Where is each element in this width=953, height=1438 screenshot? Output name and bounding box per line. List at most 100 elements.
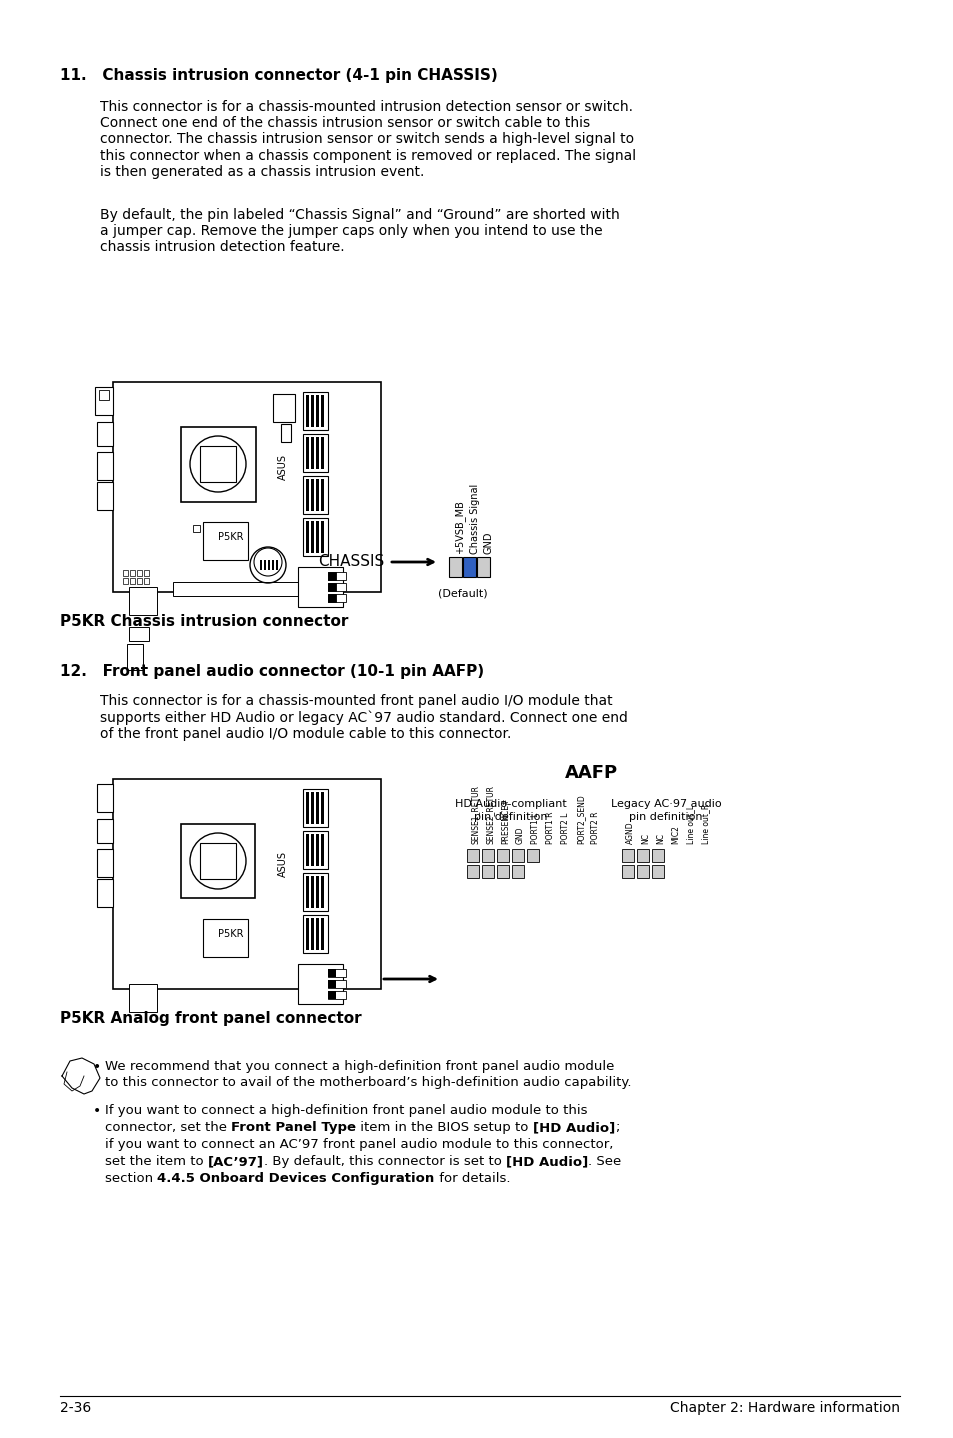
Bar: [621, 848, 634, 861]
Text: Front Panel Type: Front Panel Type: [231, 1122, 355, 1135]
Text: P5KR Analog front panel connector: P5KR Analog front panel connector: [60, 1011, 361, 1025]
Bar: [97, 421, 112, 446]
Text: set the item to: set the item to: [105, 1155, 208, 1168]
Bar: [306, 479, 309, 510]
Text: [HD Audio]: [HD Audio]: [505, 1155, 588, 1168]
Bar: [97, 848, 112, 877]
Text: PORT2_SEND: PORT2_SEND: [576, 794, 584, 844]
Bar: [315, 479, 318, 510]
Bar: [311, 876, 314, 907]
Bar: [311, 834, 314, 866]
Text: Legacy AC·97 audio
pin definition: Legacy AC·97 audio pin definition: [610, 800, 720, 823]
Bar: [303, 831, 328, 869]
Text: This connector is for a chassis-mounted intrusion detection sensor or switch.
Co: This connector is for a chassis-mounted …: [100, 101, 636, 178]
Bar: [320, 479, 324, 510]
Text: P5KR: P5KR: [218, 532, 244, 542]
Text: PORT1 R: PORT1 R: [545, 811, 555, 844]
Bar: [315, 437, 318, 469]
Text: PRESENCE#: PRESENCE#: [500, 798, 510, 844]
Bar: [129, 984, 157, 1012]
Bar: [144, 569, 149, 577]
Bar: [193, 525, 200, 532]
Bar: [315, 395, 318, 427]
Bar: [462, 557, 476, 577]
Bar: [328, 572, 335, 580]
Bar: [526, 848, 538, 861]
Text: 12.   Front panel audio connector (10-1 pin AAFP): 12. Front panel audio connector (10-1 pi…: [60, 664, 483, 679]
Bar: [97, 452, 112, 480]
Bar: [303, 915, 328, 953]
Text: P5KR Chassis intrusion connector: P5KR Chassis intrusion connector: [60, 614, 348, 628]
Bar: [306, 834, 309, 866]
Bar: [328, 594, 335, 603]
Bar: [203, 522, 248, 559]
Text: HD Audio-compliant
pin definition: HD Audio-compliant pin definition: [455, 800, 566, 823]
Text: ASUS: ASUS: [277, 454, 288, 480]
Text: Chassis Signal: Chassis Signal: [470, 483, 479, 554]
Text: to this connector to avail of the motherboard’s high-definition audio capability: to this connector to avail of the mother…: [105, 1076, 631, 1089]
Bar: [497, 848, 509, 861]
Text: 2-36: 2-36: [60, 1401, 91, 1415]
Bar: [497, 866, 509, 879]
Text: AGND: AGND: [625, 821, 635, 844]
Bar: [467, 848, 478, 861]
Text: GND: GND: [483, 532, 494, 554]
Bar: [97, 784, 112, 812]
Bar: [97, 482, 112, 510]
Bar: [328, 981, 346, 988]
Text: SENSE2_RETUR: SENSE2_RETUR: [485, 785, 495, 844]
Bar: [328, 969, 335, 976]
Text: if you want to connect an AC’97 front panel audio module to this connector,: if you want to connect an AC’97 front pa…: [105, 1137, 613, 1150]
Text: This connector is for a chassis-mounted front panel audio I/O module that
suppor: This connector is for a chassis-mounted …: [100, 695, 627, 741]
Text: •: •: [92, 1104, 101, 1117]
Bar: [481, 848, 494, 861]
Bar: [328, 582, 346, 591]
Bar: [315, 876, 318, 907]
Text: . See: . See: [588, 1155, 620, 1168]
Bar: [512, 866, 523, 879]
Text: Line out_L: Line out_L: [685, 805, 695, 844]
Text: (Default): (Default): [437, 588, 487, 598]
Bar: [260, 559, 262, 569]
Text: . By default, this connector is set to: . By default, this connector is set to: [264, 1155, 505, 1168]
Bar: [651, 848, 663, 861]
Text: [AC’97]: [AC’97]: [208, 1155, 264, 1168]
Text: ;: ;: [615, 1122, 618, 1135]
Bar: [306, 521, 309, 554]
Bar: [303, 873, 328, 912]
Bar: [320, 792, 324, 824]
Bar: [328, 969, 346, 976]
Bar: [320, 876, 324, 907]
Bar: [320, 521, 324, 554]
Bar: [112, 779, 380, 989]
Text: P5KR: P5KR: [218, 929, 244, 939]
Bar: [311, 521, 314, 554]
Text: +5VSB_MB: +5VSB_MB: [454, 500, 464, 554]
Bar: [203, 919, 248, 958]
Bar: [127, 644, 143, 670]
Bar: [200, 446, 235, 482]
Bar: [129, 587, 157, 615]
Text: item in the BIOS setup to: item in the BIOS setup to: [355, 1122, 533, 1135]
Bar: [130, 578, 135, 584]
Bar: [328, 582, 335, 591]
Bar: [144, 578, 149, 584]
Text: [HD Audio]: [HD Audio]: [533, 1122, 615, 1135]
Text: Chapter 2: Hardware information: Chapter 2: Hardware information: [669, 1401, 899, 1415]
Text: •: •: [92, 1060, 101, 1074]
Bar: [268, 559, 270, 569]
Bar: [200, 843, 235, 879]
Bar: [95, 387, 112, 416]
Bar: [328, 991, 335, 999]
Bar: [320, 437, 324, 469]
Bar: [303, 476, 328, 513]
Bar: [328, 991, 346, 999]
Bar: [97, 820, 112, 843]
Bar: [306, 437, 309, 469]
Bar: [328, 572, 346, 580]
Bar: [273, 394, 294, 421]
Bar: [129, 627, 149, 641]
Bar: [303, 518, 328, 557]
Bar: [181, 427, 255, 502]
Bar: [297, 963, 343, 1004]
